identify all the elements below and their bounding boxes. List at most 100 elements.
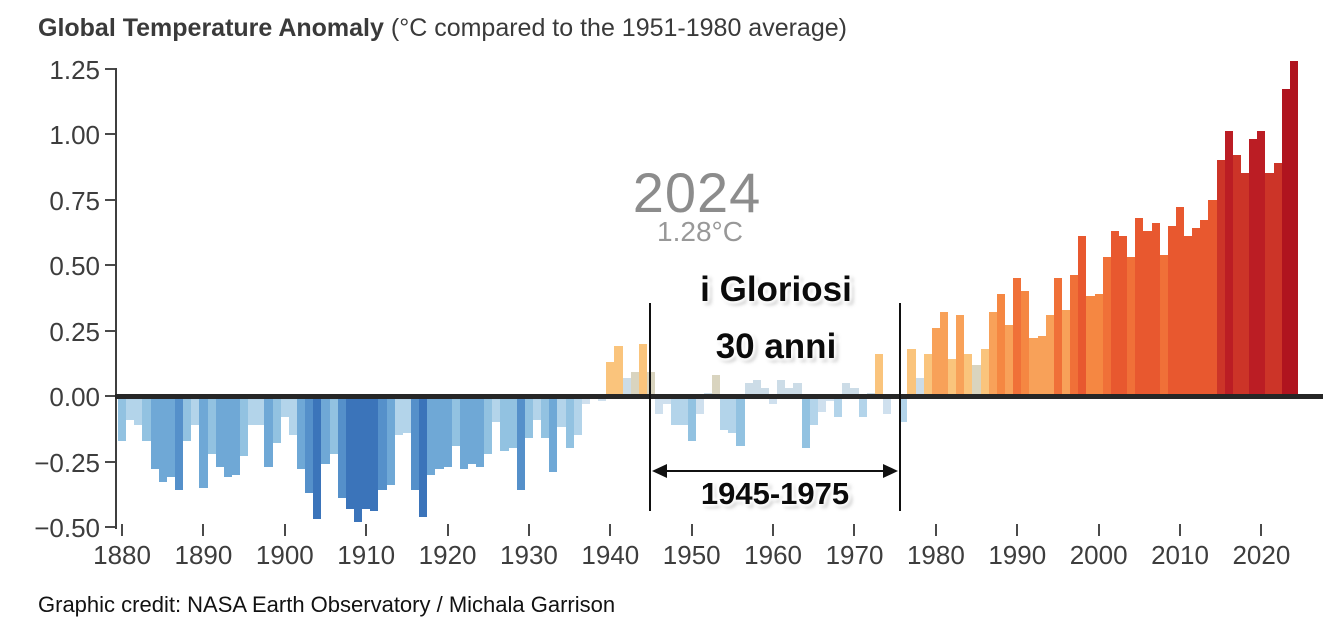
x-axis-tick	[283, 524, 286, 536]
glorious-caption-line2: 30 anni	[715, 326, 837, 366]
bar-1963	[793, 382, 802, 396]
bar-1925	[484, 396, 493, 454]
bar-1997	[1070, 275, 1079, 396]
bar-1934	[557, 396, 566, 428]
bar-1928	[508, 396, 517, 449]
x-axis-tick	[853, 524, 856, 536]
bar-1944	[638, 343, 647, 396]
y-axis-tick	[105, 526, 115, 528]
bar-2005	[1135, 217, 1144, 396]
bar-1985	[972, 364, 981, 396]
bar-1931	[533, 396, 542, 420]
x-axis-tick-label: 1980	[906, 540, 965, 570]
bar-1890	[199, 396, 208, 488]
y-axis-tick	[105, 460, 115, 463]
bar-1910	[362, 396, 371, 509]
x-axis-tick	[772, 524, 775, 536]
bar-1951	[695, 396, 704, 415]
bar-1898	[264, 396, 273, 467]
bar-2014	[1208, 199, 1217, 396]
bar-2012	[1192, 228, 1201, 396]
bar-1961	[777, 380, 786, 396]
peak-year-value: 1.28°C	[657, 216, 743, 247]
bar-1977	[907, 348, 916, 396]
bar-1891	[207, 396, 216, 454]
x-axis-tick-label: 1990	[988, 540, 1047, 570]
bar-1903	[305, 396, 314, 493]
y-axis-tick-label: 1.00	[49, 120, 100, 150]
span-left-boundary-line	[649, 303, 651, 511]
bar-1893	[223, 396, 232, 478]
bar-1909	[354, 396, 363, 522]
bar-2020	[1257, 131, 1266, 396]
bar-2013	[1200, 220, 1209, 396]
bar-1882	[134, 396, 143, 425]
x-axis-tick	[690, 524, 693, 536]
bar-2018	[1241, 173, 1250, 396]
bar-2023	[1281, 89, 1290, 396]
y-axis-tick-label: 1.25	[49, 54, 100, 85]
bar-1906	[329, 396, 338, 454]
bar-1908	[345, 396, 354, 509]
x-axis-tick	[121, 524, 124, 536]
y-axis-tick-label: 0.25	[49, 316, 100, 347]
bar-1892	[215, 396, 224, 467]
bar-2016	[1224, 131, 1233, 396]
bar-1897	[256, 396, 265, 425]
x-axis-tick	[1016, 524, 1019, 536]
peak-year-label: 2024	[632, 161, 762, 224]
bar-1913	[386, 396, 395, 486]
glorious-caption-line1: i Gloriosi	[700, 270, 852, 309]
bar-1960	[769, 396, 778, 404]
bar-1979	[923, 354, 932, 396]
bar-1980	[931, 327, 940, 396]
bar-1969	[842, 382, 851, 396]
x-axis-tick	[609, 524, 612, 536]
bar-1995	[1053, 278, 1062, 396]
bar-1932	[541, 396, 550, 438]
bar-1978	[915, 377, 924, 396]
bar-1905	[321, 396, 330, 465]
x-axis-tick	[934, 524, 937, 536]
bar-1962	[785, 388, 794, 396]
bar-1941	[614, 346, 623, 396]
bar-1924	[476, 396, 485, 467]
y-axis-tick	[105, 133, 115, 135]
y-axis-tick	[105, 264, 115, 266]
bar-1973	[874, 354, 883, 396]
bar-1886	[166, 396, 175, 478]
bar-2017	[1232, 154, 1242, 396]
bar-1983	[956, 314, 965, 396]
x-axis-tick	[1179, 524, 1181, 536]
y-axis-tick	[105, 198, 115, 201]
bar-1914	[394, 396, 403, 436]
y-axis-tick-label: 0.75	[49, 185, 100, 216]
x-axis-tick-label: 1890	[174, 540, 233, 570]
bar-1956	[736, 396, 745, 446]
x-axis-tick	[1260, 524, 1263, 536]
y-axis-tick-label: −0.25	[34, 447, 100, 478]
bar-1887	[174, 396, 184, 491]
bar-1911	[370, 396, 379, 512]
span-arrow-right-head-icon	[883, 464, 898, 478]
x-axis-tick	[202, 524, 205, 536]
zero-baseline	[115, 394, 1323, 399]
bar-1966	[817, 396, 826, 412]
bar-2021	[1265, 173, 1274, 396]
bar-1942	[622, 377, 631, 396]
bar-1976	[899, 396, 908, 423]
bar-1901	[288, 396, 298, 436]
bar-1921	[451, 396, 460, 446]
bar-1899	[272, 396, 281, 444]
bar-2003	[1118, 236, 1128, 396]
bar-1883	[142, 396, 151, 441]
bar-1943	[630, 372, 639, 396]
bar-2004	[1127, 257, 1136, 396]
bar-2008	[1159, 254, 1168, 396]
y-axis-tick-label: 0.50	[49, 251, 100, 281]
bar-1930	[524, 396, 534, 438]
bar-2015	[1216, 160, 1225, 396]
bar-1986	[980, 348, 989, 396]
bar-1896	[248, 396, 257, 425]
bar-1990	[1013, 278, 1022, 396]
